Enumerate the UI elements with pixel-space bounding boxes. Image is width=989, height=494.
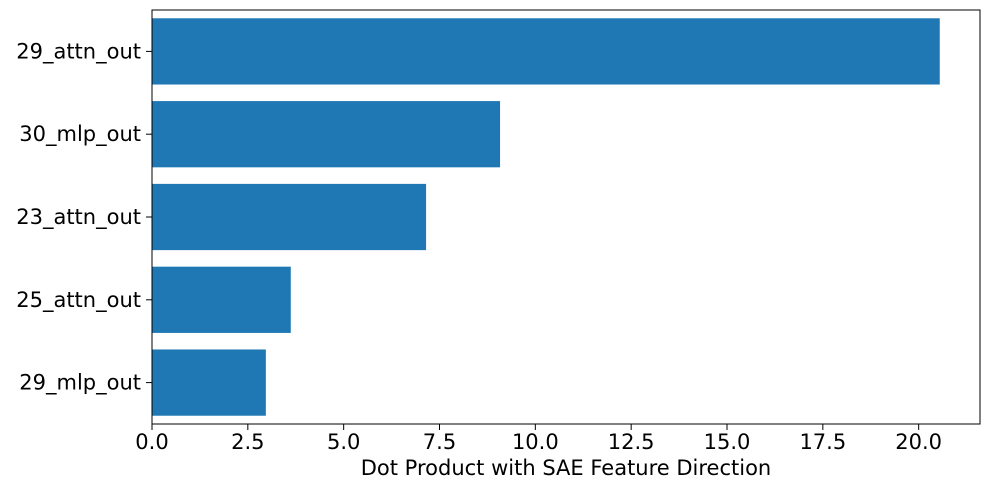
y-axis: 29_attn_out 30_mlp_out 23_attn_out 25_attn_… — [16, 39, 152, 396]
bar — [152, 349, 266, 416]
x-tick-label: 15.0 — [704, 430, 751, 454]
x-tick-label: 0.0 — [135, 430, 168, 454]
bar — [152, 101, 501, 168]
bar — [152, 266, 291, 333]
x-tick-label: 5.0 — [327, 430, 360, 454]
bars-layer — [152, 18, 940, 416]
x-tick-label: 12.5 — [608, 430, 655, 454]
x-tick-label: 10.0 — [512, 430, 559, 454]
x-axis-label: Dot Product with SAE Feature Direction — [361, 456, 772, 480]
y-tick-label: 25_attn_out — [16, 288, 141, 313]
y-tick-label: 29_mlp_out — [19, 371, 141, 396]
plot-frame — [151, 9, 981, 425]
x-tick-label: 17.5 — [799, 430, 846, 454]
x-axis: 0.0 2.5 5.0 7.5 10.0 12.5 15.0 17.5 20.0 — [135, 424, 942, 454]
x-tick-label: 2.5 — [231, 430, 264, 454]
y-tick-label: 23_attn_out — [16, 205, 141, 230]
bar — [152, 18, 940, 85]
y-tick-label: 30_mlp_out — [19, 122, 141, 147]
x-tick-label: 20.0 — [895, 430, 942, 454]
y-tick-label: 29_attn_out — [16, 39, 141, 64]
bar — [152, 183, 427, 251]
x-tick-label: 7.5 — [423, 430, 456, 454]
